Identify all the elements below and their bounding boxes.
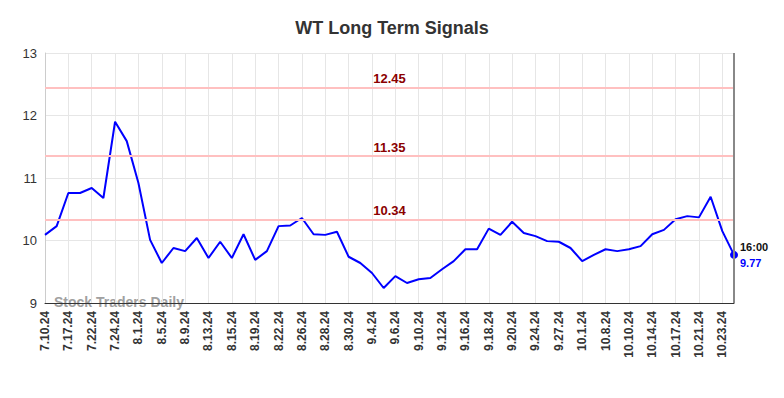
svg-text:8.1.24: 8.1.24 (131, 311, 145, 345)
svg-text:WT Long Term Signals: WT Long Term Signals (295, 18, 489, 38)
svg-text:11: 11 (24, 171, 38, 186)
svg-text:12: 12 (23, 108, 37, 123)
svg-text:7.22.24: 7.22.24 (85, 311, 99, 351)
svg-text:10.8.24: 10.8.24 (599, 311, 613, 351)
svg-text:8.26.24: 8.26.24 (295, 311, 309, 351)
svg-text:8.28.24: 8.28.24 (318, 311, 332, 351)
svg-text:8.5.24: 8.5.24 (155, 311, 169, 345)
svg-text:9.6.24: 9.6.24 (388, 311, 402, 345)
svg-text:9.16.24: 9.16.24 (458, 311, 472, 351)
svg-text:9.20.24: 9.20.24 (505, 311, 519, 351)
svg-text:10.17.24: 10.17.24 (669, 311, 683, 358)
svg-text:16:00: 16:00 (740, 241, 768, 253)
svg-text:9.24.24: 9.24.24 (528, 311, 542, 351)
svg-text:10.14.24: 10.14.24 (645, 311, 659, 358)
svg-text:11.35: 11.35 (374, 140, 406, 155)
svg-text:9.12.24: 9.12.24 (435, 311, 449, 351)
svg-text:9.10.24: 9.10.24 (412, 311, 426, 351)
svg-text:9.27.24: 9.27.24 (552, 311, 566, 351)
svg-text:10.23.24: 10.23.24 (715, 311, 729, 358)
svg-text:Stock Traders Daily: Stock Traders Daily (54, 294, 184, 310)
svg-text:8.9.24: 8.9.24 (178, 311, 192, 345)
svg-text:9.4.24: 9.4.24 (365, 311, 379, 345)
svg-text:10: 10 (23, 233, 37, 248)
svg-text:10.34: 10.34 (373, 203, 406, 218)
svg-text:12.45: 12.45 (373, 71, 406, 86)
svg-text:8.30.24: 8.30.24 (342, 311, 356, 351)
svg-text:9: 9 (30, 296, 37, 311)
svg-text:9.77: 9.77 (740, 257, 761, 269)
svg-text:8.13.24: 8.13.24 (201, 311, 215, 351)
svg-text:10.1.24: 10.1.24 (575, 311, 589, 351)
svg-text:7.10.24: 7.10.24 (38, 311, 52, 351)
svg-text:8.22.24: 8.22.24 (272, 311, 286, 351)
svg-text:8.15.24: 8.15.24 (225, 311, 239, 351)
svg-text:9.18.24: 9.18.24 (482, 311, 496, 351)
svg-text:13: 13 (23, 46, 37, 61)
svg-text:10.10.24: 10.10.24 (622, 311, 636, 358)
svg-text:8.19.24: 8.19.24 (248, 311, 262, 351)
svg-text:10.21.24: 10.21.24 (692, 311, 706, 358)
svg-text:7.17.24: 7.17.24 (61, 311, 75, 351)
svg-text:7.24.24: 7.24.24 (108, 311, 122, 351)
